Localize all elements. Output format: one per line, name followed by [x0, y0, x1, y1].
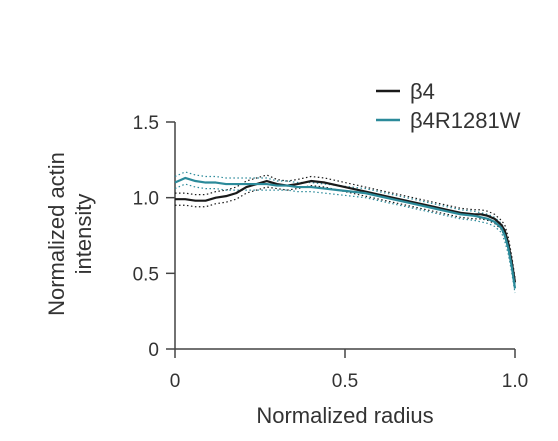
legend-label-2: β4R1281W: [410, 108, 521, 133]
legend: β4 β4R1281W: [376, 79, 521, 133]
y-axis-title: Normalized actin intensity: [44, 152, 96, 316]
axes-layer: 0 0.5 1.0 1.5 0 0.5 1.0: [133, 113, 529, 392]
legend-label-1: β4: [410, 79, 435, 104]
series-2-upper-band: [174, 171, 516, 285]
series-lines-layer: [174, 176, 517, 289]
x-tick-label: 0.5: [332, 371, 358, 392]
series-1-line: [175, 179, 517, 283]
series-1-upper-band: [175, 174, 516, 278]
y-tick-label: 0.5: [133, 264, 159, 285]
x-axis-title: Normalized radius: [256, 403, 433, 428]
x-tick-label: 1.0: [502, 371, 528, 392]
series-1-lower-band: [175, 184, 516, 288]
y-tick-label: 1.0: [133, 189, 159, 210]
error-bands-layer: [174, 171, 516, 294]
series-2-lower-band: [174, 183, 516, 294]
y-axis-title-line-1: Normalized actin: [44, 152, 69, 316]
x-tick-label: 0: [170, 371, 181, 392]
y-tick-label: 0: [148, 340, 159, 361]
series-2-line: [174, 176, 517, 289]
y-tick-label: 1.5: [133, 113, 159, 134]
y-axis-title-line-2: intensity: [71, 194, 96, 275]
